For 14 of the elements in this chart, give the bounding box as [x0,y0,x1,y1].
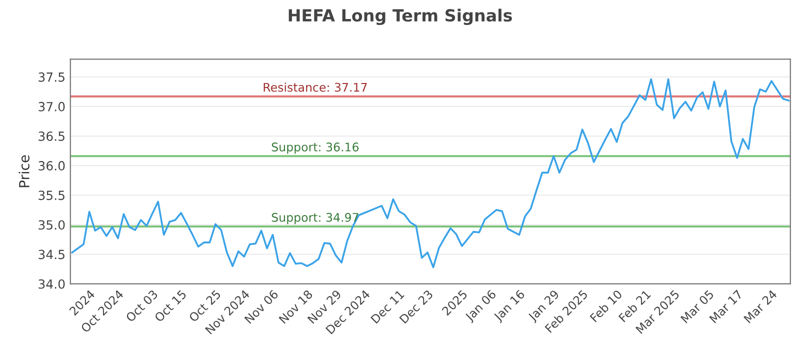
ref-line-label: Resistance: 37.17 [264,82,367,92]
x-tick-label: Mar 24 [743,289,778,324]
y-tick-label: 37.5 [38,72,64,82]
line-series [71,78,790,268]
y-tick-label: 37.0 [38,102,65,112]
y-tick-label: 34.5 [38,250,64,260]
y-tick-label: 36.5 [38,131,64,141]
y-tick-label: 35.0 [38,220,65,230]
y-tick-label: 35.5 [38,190,64,200]
ref-line-label: Support: 36.16 [272,142,359,154]
y-tick-label: 36.0 [38,161,65,171]
y-axis-title: Price [18,155,30,188]
chart-title: HEFA Long Term Signals [288,8,512,26]
y-tick-label: 34.0 [38,279,65,289]
